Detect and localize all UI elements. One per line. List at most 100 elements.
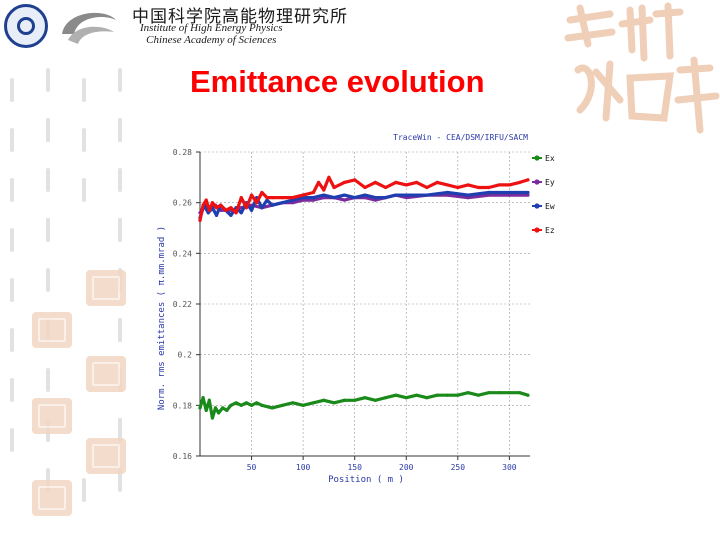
- y-tick-label: 0.22: [173, 300, 192, 309]
- slide-title: Emittance evolution: [190, 64, 485, 99]
- data-point-ew: [526, 190, 530, 195]
- data-point-ex: [229, 403, 233, 407]
- data-point-ez: [332, 185, 336, 190]
- data-point-ex: [394, 393, 398, 397]
- x-tick-label: 200: [399, 463, 414, 472]
- seal-stamp-icon: [32, 398, 72, 434]
- data-point-ex: [221, 406, 225, 410]
- data-point-ew: [373, 196, 377, 200]
- institute-name-line2: Chinese Academy of Sciences: [146, 34, 277, 46]
- data-point-ew: [214, 213, 219, 217]
- data-point-ex: [373, 398, 377, 402]
- x-tick-label: 150: [347, 463, 362, 472]
- data-point-ex: [234, 401, 238, 405]
- data-point-ex: [210, 416, 214, 420]
- data-point-ez: [229, 206, 233, 210]
- data-point-ez: [322, 188, 326, 192]
- chart-series: [198, 175, 530, 420]
- data-point-ex: [225, 408, 229, 412]
- data-point-ew: [332, 196, 336, 200]
- data-point-ez: [291, 196, 295, 200]
- legend-marker-ew: [534, 203, 540, 209]
- data-point-ey: [507, 193, 511, 197]
- data-point-ex: [425, 396, 429, 400]
- data-point-ez: [518, 180, 522, 184]
- data-point-ez: [234, 211, 238, 215]
- data-point-ew: [487, 190, 491, 195]
- data-point-ez: [244, 206, 249, 210]
- data-point-ez: [219, 203, 223, 207]
- data-point-ex: [280, 403, 285, 407]
- institute-header: 中国科学院高能物理研究所 Institute of High Energy Ph…: [0, 0, 347, 50]
- cas-logo-icon: [4, 4, 48, 48]
- data-point-ez: [201, 203, 205, 207]
- data-point-ex: [404, 396, 408, 400]
- emittance-chart: TraceWin - CEA/DSM/IRFU/SACM 50 100 150 200…: [150, 128, 570, 488]
- data-point-ez: [445, 183, 450, 187]
- left-decoration: [10, 68, 122, 502]
- data-point-ez: [507, 183, 511, 187]
- data-point-ez: [204, 198, 208, 202]
- legend-label-ew: Ew: [545, 202, 555, 211]
- data-point-ex: [198, 406, 202, 410]
- data-point-ey: [311, 198, 316, 202]
- x-tick-label: 250: [451, 463, 466, 472]
- x-axis-label: Position ( m ): [328, 475, 404, 485]
- data-point-ex: [239, 403, 243, 407]
- data-point-ew: [363, 193, 367, 197]
- data-point-ew: [229, 213, 233, 217]
- data-point-ew: [353, 196, 357, 200]
- institute-name-chinese: 中国科学院高能物理研究所: [132, 7, 348, 27]
- seal-stamp-icon: [32, 480, 72, 516]
- data-point-ex: [384, 396, 388, 400]
- data-point-ez: [404, 183, 408, 187]
- data-point-ez: [414, 180, 419, 184]
- y-tick-label: 0.28: [173, 148, 192, 157]
- data-point-ez: [497, 183, 501, 187]
- x-tick-label: 100: [296, 463, 311, 472]
- data-point-ez: [394, 180, 398, 184]
- data-point-ex: [249, 403, 254, 407]
- data-point-ex: [207, 398, 211, 402]
- data-point-ew: [239, 211, 243, 215]
- data-point-ez: [435, 180, 439, 184]
- data-point-ez: [373, 180, 377, 184]
- data-point-ez: [353, 178, 357, 182]
- data-point-ez: [487, 185, 491, 190]
- data-point-ey: [342, 198, 346, 202]
- institute-name-line1: Institute of High Energy Physics: [140, 22, 283, 34]
- data-point-ex: [435, 393, 439, 397]
- data-point-ez: [255, 201, 259, 205]
- data-point-ew: [466, 193, 470, 197]
- data-point-ex: [342, 398, 346, 402]
- data-point-ex: [332, 401, 336, 405]
- data-point-ew: [206, 211, 210, 215]
- data-point-ez: [224, 208, 228, 212]
- data-point-ew: [384, 196, 388, 200]
- data-point-ex: [363, 396, 367, 400]
- data-point-ex: [487, 391, 491, 395]
- data-point-ez: [342, 180, 346, 184]
- data-point-ez: [476, 185, 481, 190]
- seal-stamp-icon: [86, 270, 126, 306]
- data-point-ew: [425, 193, 429, 197]
- data-point-ey: [445, 193, 450, 197]
- data-point-ex: [466, 391, 470, 395]
- data-point-ex: [526, 393, 530, 397]
- data-point-ew: [265, 198, 269, 202]
- ihep-logo-icon: [62, 12, 116, 44]
- data-point-ey: [466, 196, 470, 200]
- data-point-ez: [311, 190, 316, 195]
- seal-stamp-icon: [86, 356, 126, 392]
- data-point-ey: [404, 196, 408, 200]
- x-tick-label: 300: [502, 463, 517, 472]
- data-point-ex: [353, 398, 357, 402]
- data-point-ew: [249, 208, 254, 212]
- data-point-ez: [327, 175, 331, 179]
- data-point-ew: [394, 193, 398, 197]
- legend-label-ez: Ez: [545, 226, 555, 235]
- data-point-ez: [249, 193, 254, 197]
- institute-name-english: Institute of High Energy Physics Chinese…: [140, 22, 283, 46]
- data-point-ez: [280, 196, 285, 200]
- data-point-ez: [316, 180, 321, 184]
